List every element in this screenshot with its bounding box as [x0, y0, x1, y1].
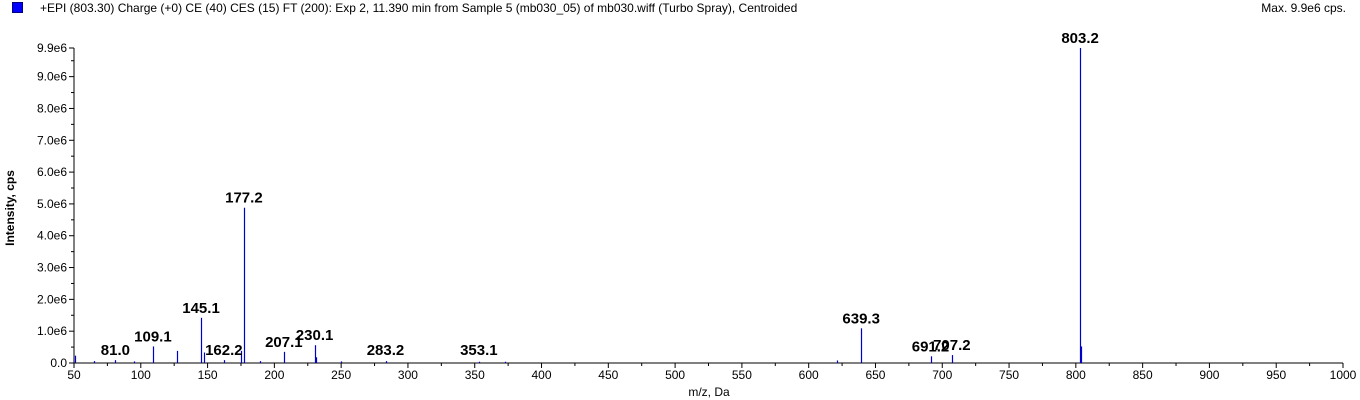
x-tick-label: 450: [598, 368, 618, 382]
x-tick-label: 50: [67, 368, 81, 382]
x-tick-label: 550: [732, 368, 752, 382]
axes: 50 100 150 200 250 300 350 400 450 500 550 600 650 70…: [37, 41, 1357, 382]
y-tick-label: 9.0e6: [37, 70, 67, 84]
max-intensity-label: Max. 9.9e6 cps.: [1261, 1, 1346, 15]
x-tick-label: 250: [331, 368, 351, 382]
peak-label: 283.2: [367, 342, 405, 359]
peak-label: 639.3: [842, 310, 880, 327]
y-axis-title: Intensity, cps: [3, 170, 17, 246]
x-tick-label: 800: [1066, 368, 1086, 382]
peak-label: 691.2: [912, 338, 950, 355]
x-tick-label: 600: [799, 368, 819, 382]
peak-label: 81.0: [101, 342, 130, 359]
y-tick-label: 6.0e6: [37, 165, 67, 179]
chart-header: +EPI (803.30) Charge (+0) CE (40) CES (1…: [0, 0, 1360, 20]
peak-label: 230.1: [296, 327, 334, 344]
peak-label: 207.1: [265, 334, 303, 351]
x-tick-label: 750: [999, 368, 1019, 382]
x-tick-label: 650: [865, 368, 885, 382]
x-tick-label: 500: [665, 368, 685, 382]
x-tick-label: 100: [131, 368, 151, 382]
peak-label: 162.2: [205, 342, 243, 359]
x-tick-label: 850: [1133, 368, 1153, 382]
y-tick-label: 7.0e6: [37, 133, 67, 147]
x-tick-label: 900: [1199, 368, 1219, 382]
x-tick-label: 400: [532, 368, 552, 382]
legend-swatch: [12, 2, 23, 13]
peak-label: 145.1: [182, 300, 220, 317]
x-tick-label: 700: [932, 368, 952, 382]
y-tick-label: 0.0: [50, 356, 67, 370]
peaks: [74, 48, 1083, 363]
peak-label: 109.1: [134, 328, 172, 345]
peak-label: 177.2: [225, 190, 263, 207]
x-tick-label: 300: [398, 368, 418, 382]
x-tick-label: 150: [198, 368, 218, 382]
y-tick-label: 1.0e6: [37, 324, 67, 338]
y-tick-label: 3.0e6: [37, 261, 67, 275]
spectrum-title: +EPI (803.30) Charge (+0) CE (40) CES (1…: [40, 1, 798, 15]
x-tick-label: 1000: [1330, 368, 1357, 382]
x-tick-label: 200: [264, 368, 284, 382]
y-tick-label: 5.0e6: [37, 197, 67, 211]
peak-label: 707.2: [933, 337, 971, 354]
peak-label: 353.1: [460, 342, 498, 359]
y-tick-label: 2.0e6: [37, 292, 67, 306]
x-tick-label: 350: [465, 368, 485, 382]
y-tick-label: 9.9e6: [37, 41, 67, 55]
x-tick-label: 950: [1266, 368, 1286, 382]
peak-label: 803.2: [1061, 30, 1099, 47]
y-tick-label: 4.0e6: [37, 229, 67, 243]
x-axis-title: m/z, Da: [688, 385, 730, 399]
y-tick-label: 8.0e6: [37, 101, 67, 115]
